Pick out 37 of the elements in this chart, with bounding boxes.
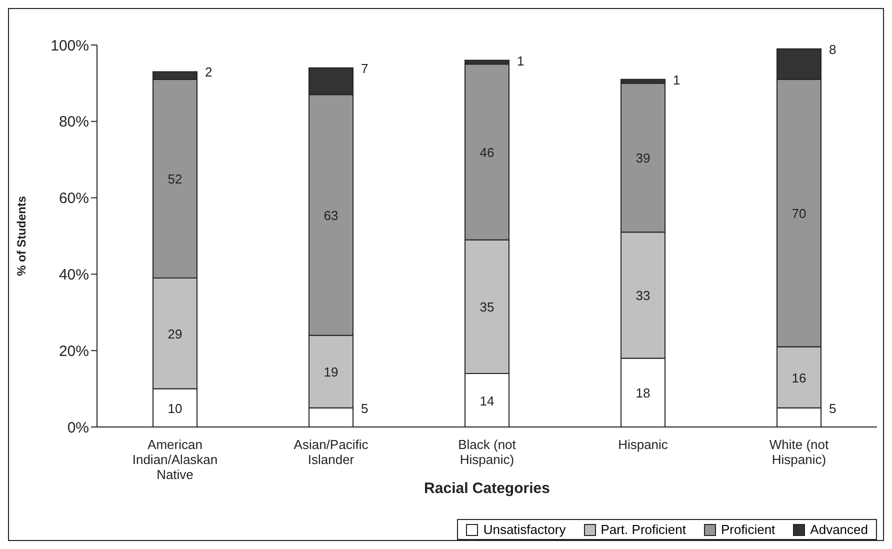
x-tick-label: Black (not Hispanic) xyxy=(458,437,516,467)
data-label: 2 xyxy=(205,64,212,80)
data-label: 52 xyxy=(168,172,182,187)
data-label: 29 xyxy=(168,326,182,342)
legend-label: Unsatisfactory xyxy=(482,522,566,537)
data-label: 1 xyxy=(517,53,524,68)
data-label: 19 xyxy=(324,364,338,380)
x-tick-label: Asian/Pacific Islander xyxy=(294,437,369,467)
data-label: 5 xyxy=(829,400,836,416)
legend-label: Part. Proficient xyxy=(600,522,686,537)
data-label: 5 xyxy=(361,400,368,416)
data-label: 18 xyxy=(636,386,650,401)
legend-label: Proficient xyxy=(720,522,776,537)
data-label: 63 xyxy=(324,208,338,223)
data-label: 16 xyxy=(792,370,806,386)
data-label: 8 xyxy=(829,42,836,57)
legend-label: Advanced xyxy=(809,522,868,537)
y-tick-label: 40% xyxy=(58,266,89,284)
y-axis-title: % of Students xyxy=(14,196,28,276)
data-label: 46 xyxy=(480,144,494,160)
y-tick-label: 0% xyxy=(67,419,89,436)
x-tick-label: Hispanic xyxy=(618,437,668,452)
y-tick-label: 100% xyxy=(50,37,89,54)
data-label: 10 xyxy=(168,400,182,416)
data-label: 33 xyxy=(636,288,650,304)
data-label: 35 xyxy=(480,300,494,315)
x-axis-title: Racial Categories xyxy=(424,480,550,497)
data-label: 14 xyxy=(480,393,494,408)
data-label: 1 xyxy=(673,72,680,88)
data-label: 39 xyxy=(636,150,650,166)
y-tick-label: 20% xyxy=(58,342,89,360)
x-tick-label: American Indian/Alaskan Native xyxy=(132,437,218,482)
y-tick-label: 80% xyxy=(58,114,89,131)
x-tick-label: White (not Hispanic) xyxy=(769,437,830,467)
data-label: 7 xyxy=(361,60,368,76)
data-label: 70 xyxy=(792,206,806,222)
y-tick-label: 60% xyxy=(58,190,89,208)
